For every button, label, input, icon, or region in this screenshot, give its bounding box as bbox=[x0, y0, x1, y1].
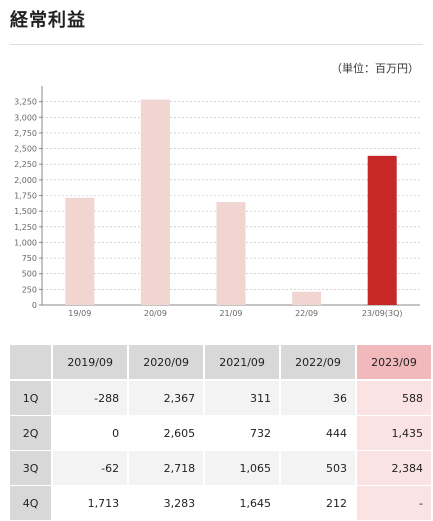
y-axis: 0 250 500 750 1,000 1,250 1,500 1,750 2,000 2,250… bbox=[14, 86, 420, 310]
page-title: 経常利益 bbox=[10, 10, 86, 31]
y-tick-label: 0 bbox=[32, 301, 37, 310]
bar-21/09 bbox=[216, 202, 246, 305]
header-cell-2022: 2022/09 bbox=[280, 345, 357, 381]
table-cell: 311 bbox=[204, 380, 282, 416]
table-cell: 0 bbox=[52, 415, 130, 451]
table-cell-highlight: 588 bbox=[356, 380, 433, 416]
table-cell: 3,283 bbox=[128, 485, 206, 521]
x-tick-label: 20/09 bbox=[144, 309, 167, 318]
table-cell-highlight: 1,435 bbox=[356, 415, 433, 451]
table-cell: 1,713 bbox=[52, 485, 130, 521]
title-divider bbox=[10, 44, 423, 45]
table-cell: 36 bbox=[280, 380, 357, 416]
bar-19/09 bbox=[65, 197, 95, 305]
table-cell: 1,065 bbox=[204, 450, 282, 486]
quarter-label: 4Q bbox=[10, 485, 54, 521]
header-cell-corner bbox=[10, 345, 54, 381]
table-cell: 732 bbox=[204, 415, 282, 451]
table-row: 1Q -288 2,367 311 36 588 bbox=[10, 380, 433, 416]
bar-20/09 bbox=[140, 99, 170, 305]
y-tick-label: 2,000 bbox=[14, 176, 37, 185]
table-cell: -62 bbox=[52, 450, 130, 486]
y-tick-label: 2,500 bbox=[14, 145, 37, 154]
x-tick-label: 19/09 bbox=[68, 309, 91, 318]
header-cell-2021: 2021/09 bbox=[204, 345, 282, 381]
table-cell: 503 bbox=[280, 450, 357, 486]
table-cell: -288 bbox=[52, 380, 130, 416]
table-cell: 2,605 bbox=[128, 415, 206, 451]
table-cell: 212 bbox=[280, 485, 357, 521]
quarter-label: 3Q bbox=[10, 450, 54, 486]
y-tick-label: 2,750 bbox=[14, 129, 37, 138]
table-header-row: 2019/09 2020/09 2021/09 2022/09 2023/09 bbox=[10, 345, 433, 381]
bar-23/09(3Q) bbox=[367, 155, 397, 305]
y-tick-label: 3,000 bbox=[14, 113, 37, 122]
bar-22/09 bbox=[292, 291, 322, 305]
ordinary-profit-chart: 0 250 500 750 1,000 1,250 1,500 1,750 2,000 2,250… bbox=[14, 86, 420, 318]
table-row: 2Q 0 2,605 732 444 1,435 bbox=[10, 415, 433, 451]
x-tick-label: 23/09(3Q) bbox=[362, 309, 403, 318]
quarter-label: 1Q bbox=[10, 380, 54, 416]
x-tick-label: 22/09 bbox=[295, 309, 318, 318]
header-cell-2019: 2019/09 bbox=[52, 345, 130, 381]
y-tick-label: 1,500 bbox=[14, 207, 37, 216]
quarterly-table: 2019/09 2020/09 2021/09 2022/09 2023/09 … bbox=[10, 345, 433, 521]
x-tick-label: 21/09 bbox=[219, 309, 242, 318]
header-cell-2023: 2023/09 bbox=[356, 345, 433, 381]
unit-label: （単位：百万円） bbox=[331, 62, 419, 75]
bars bbox=[65, 99, 397, 305]
y-tick-label: 1,750 bbox=[14, 192, 37, 201]
table-row: 4Q 1,713 3,283 1,645 212 - bbox=[10, 485, 433, 521]
y-tick-label: 1,250 bbox=[14, 223, 37, 232]
y-tick-label: 500 bbox=[22, 270, 37, 279]
header-cell-2020: 2020/09 bbox=[128, 345, 206, 381]
y-tick-label: 750 bbox=[22, 254, 37, 263]
y-tick-label: 1,000 bbox=[14, 238, 37, 247]
table-row: 3Q -62 2,718 1,065 503 2,384 bbox=[10, 450, 433, 486]
table-cell: 1,645 bbox=[204, 485, 282, 521]
quarter-label: 2Q bbox=[10, 415, 54, 451]
table-cell-highlight: 2,384 bbox=[356, 450, 433, 486]
table-cell: 2,367 bbox=[128, 380, 206, 416]
table-cell: 2,718 bbox=[128, 450, 206, 486]
y-tick-label: 250 bbox=[22, 285, 37, 294]
x-axis-labels: 19/09 20/09 21/09 22/09 23/09(3Q) bbox=[68, 309, 402, 318]
table-cell-highlight: - bbox=[356, 485, 433, 521]
y-tick-label: 3,250 bbox=[14, 98, 37, 107]
y-tick-label: 2,250 bbox=[14, 160, 37, 169]
table-cell: 444 bbox=[280, 415, 357, 451]
